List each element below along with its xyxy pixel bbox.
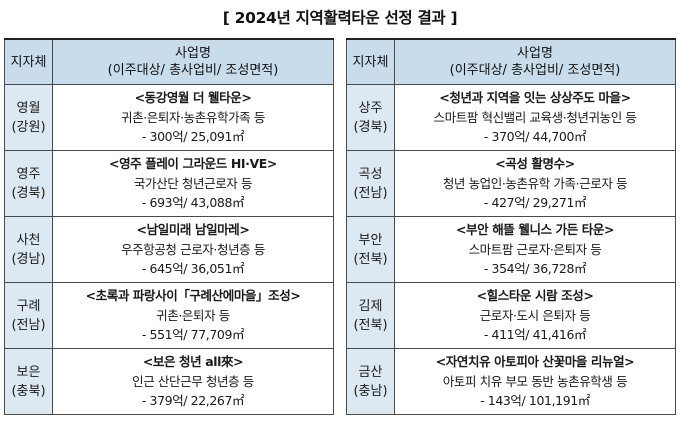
region-city: 김제 xyxy=(358,298,383,314)
region-city: 영월 xyxy=(16,100,41,116)
project-cell: <남일미래 남일마레> 우주항공청 근로자·청년층 등 - 645억/ 36,051… xyxy=(52,216,334,283)
region-province: (전북) xyxy=(353,251,388,267)
project-cell: <자연치유 아토피아 산꽃마을 리뉴얼> 아토피 치유 부모 동반 농촌유학생 등… xyxy=(394,348,676,415)
project-cell: <동강영월 더 웰타운> 귀촌·은퇴자·농촌유학가족 등 - 300억/ 25,09… xyxy=(52,84,334,151)
project-cost-area: - 370억/ 44,700㎡ xyxy=(483,129,587,145)
project-cell: <힐스타운 시람 조성> 근로자·도시 은퇴자 등 - 411억/ 41,416㎡ xyxy=(394,282,676,349)
region-city: 금산 xyxy=(358,364,383,380)
table-row: 금산 (충남) <자연치유 아토피아 산꽃마을 리뉴얼> 아토피 치유 부모 동반 농… xyxy=(346,348,676,415)
region-province: (강원) xyxy=(11,119,46,135)
table-row: 구례 (전남) <초록과 파랑사이「구례산에마을」조성> 귀촌·은퇴자 등 - 551억… xyxy=(4,282,334,349)
region-cell: 영월 (강원) xyxy=(4,84,53,151)
project-cost-area: - 143억/ 101,191㎡ xyxy=(480,393,590,409)
project-cell: <보은 청년 all來> 인근 산단근무 청년층 등 - 379억/ 22,267㎡ xyxy=(52,348,334,415)
page-title: [ 2024년 지역활력타운 선정 결과 ] xyxy=(222,9,458,27)
project-name: <초록과 파랑사이「구례산에마을」조성> xyxy=(85,288,301,304)
region-cell: 부안 (전북) xyxy=(346,216,395,283)
project-name: <곡성 활명수> xyxy=(495,156,575,172)
project-cost-area: - 427억/ 29,271㎡ xyxy=(483,195,587,211)
project-cell: <곡성 활명수> 청년 농업인·농촌유학 가족·근로자 등 - 427억/ 29,2… xyxy=(394,150,676,217)
table-header-row: 지자체 사업명 (이주대상/ 총사업비/ 조성면적) xyxy=(346,38,676,85)
project-name: <남일미래 남일마레> xyxy=(136,222,250,238)
table-row: 곡성 (전남) <곡성 활명수> 청년 농업인·농촌유학 가족·근로자 등 - 427억… xyxy=(346,150,676,217)
region-cell: 김제 (전북) xyxy=(346,282,395,349)
region-city: 부안 xyxy=(358,232,383,248)
project-target: 귀촌·은퇴자·농촌유학가족 등 xyxy=(121,109,265,125)
project-cost-area: - 645억/ 36,051㎡ xyxy=(141,261,245,277)
table-row: 보은 (충북) <보은 청년 all來> 인근 산단근무 청년층 등 - 379억/ 2… xyxy=(4,348,334,415)
table-row: 부안 (전북) <부안 해뜰 웰니스 가든 타운> 스마트팜 근로자·은퇴자 등 - 3… xyxy=(346,216,676,283)
project-cell: <초록과 파랑사이「구례산에마을」조성> 귀촌·은퇴자 등 - 551억/ 77,7… xyxy=(52,282,334,349)
region-city: 곡성 xyxy=(358,166,383,182)
project-target: 스마트팜 혁신밸리 교육생·청년귀농인 등 xyxy=(433,109,637,125)
project-name: <청년과 지역을 잇는 상상주도 마을> xyxy=(439,90,631,106)
region-province: (충북) xyxy=(11,383,46,399)
project-target: 우주항공청 근로자·청년층 등 xyxy=(121,241,265,257)
header-region: 지자체 xyxy=(4,38,53,85)
project-cell: <부안 해뜰 웰니스 가든 타운> 스마트팜 근로자·은퇴자 등 - 354억/ 3… xyxy=(394,216,676,283)
table-row: 영주 (경북) <영주 플레이 그라운드 HI·VE> 국가산단 청년근로자 등 - 6… xyxy=(4,150,334,217)
project-cost-area: - 379억/ 22,267㎡ xyxy=(141,393,245,409)
region-province: (경북) xyxy=(11,185,46,201)
project-target: 국가산단 청년근로자 등 xyxy=(133,175,253,191)
table-row: 김제 (전북) <힐스타운 시람 조성> 근로자·도시 은퇴자 등 - 411억/ 41… xyxy=(346,282,676,349)
table-row: 사천 (경남) <남일미래 남일마레> 우주항공청 근로자·청년층 등 - 645억/ … xyxy=(4,216,334,283)
table-row: 영월 (강원) <동강영월 더 웰타운> 귀촌·은퇴자·농촌유학가족 등 - 300억/… xyxy=(4,84,334,151)
project-name: <힐스타운 시람 조성> xyxy=(476,288,594,304)
project-target: 근로자·도시 은퇴자 등 xyxy=(479,307,591,323)
project-cell: <영주 플레이 그라운드 HI·VE> 국가산단 청년근로자 등 - 693억/ 4… xyxy=(52,150,334,217)
region-province: (전남) xyxy=(353,185,388,201)
project-target: 아토피 치유 부모 동반 농촌유학생 등 xyxy=(442,373,628,389)
table-header-row: 지자체 사업명 (이주대상/ 총사업비/ 조성면적) xyxy=(4,38,334,85)
header-project-subtitle: (이주대상/ 총사업비/ 조성면적) xyxy=(107,63,279,78)
project-target: 청년 농업인·농촌유학 가족·근로자 등 xyxy=(442,175,628,191)
region-city: 상주 xyxy=(358,100,383,116)
project-cost-area: - 693억/ 43,088㎡ xyxy=(141,195,245,211)
region-city: 보은 xyxy=(16,364,41,380)
region-province: (충남) xyxy=(353,383,388,399)
region-city: 영주 xyxy=(16,166,41,182)
project-target: 귀촌·은퇴자 등 xyxy=(156,307,230,323)
project-name: <보은 청년 all來> xyxy=(142,354,244,370)
project-cell: <청년과 지역을 잇는 상상주도 마을> 스마트팜 혁신밸리 교육생·청년귀농인 … xyxy=(394,84,676,151)
region-province: (경북) xyxy=(353,119,388,135)
region-cell: 금산 (충남) xyxy=(346,348,395,415)
project-cost-area: - 551억/ 77,709㎡ xyxy=(141,327,245,343)
region-cell: 보은 (충북) xyxy=(4,348,53,415)
project-name: <자연치유 아토피아 산꽃마을 리뉴얼> xyxy=(435,354,635,370)
header-project-title: 사업명 xyxy=(175,46,211,61)
project-target: 스마트팜 근로자·은퇴자 등 xyxy=(468,241,602,257)
project-target: 인근 산단근무 청년층 등 xyxy=(132,373,254,389)
header-project: 사업명 (이주대상/ 총사업비/ 조성면적) xyxy=(52,38,334,85)
project-name: <영주 플레이 그라운드 HI·VE> xyxy=(109,156,277,172)
header-project-title: 사업명 xyxy=(517,46,553,61)
project-cost-area: - 354억/ 36,728㎡ xyxy=(483,261,587,277)
region-cell: 곡성 (전남) xyxy=(346,150,395,217)
header-project-subtitle: (이주대상/ 총사업비/ 조성면적) xyxy=(449,63,621,78)
header-region: 지자체 xyxy=(346,38,395,85)
region-city: 구례 xyxy=(16,298,41,314)
region-cell: 구례 (전남) xyxy=(4,282,53,349)
project-cost-area: - 411억/ 41,416㎡ xyxy=(483,327,587,343)
project-name: <동강영월 더 웰타운> xyxy=(134,90,252,106)
results-table-right: 지자체 사업명 (이주대상/ 총사업비/ 조성면적) 상주 (경북) <청년과 지역… xyxy=(346,38,676,415)
region-cell: 사천 (경남) xyxy=(4,216,53,283)
project-cost-area: - 300억/ 25,091㎡ xyxy=(141,129,245,145)
region-cell: 상주 (경북) xyxy=(346,84,395,151)
project-name: <부안 해뜰 웰니스 가든 타운> xyxy=(455,222,615,238)
header-project: 사업명 (이주대상/ 총사업비/ 조성면적) xyxy=(394,38,676,85)
region-province: (경남) xyxy=(11,251,46,267)
region-cell: 영주 (경북) xyxy=(4,150,53,217)
results-table-left: 지자체 사업명 (이주대상/ 총사업비/ 조성면적) 영월 (강원) <동강영월 더… xyxy=(4,38,334,415)
region-city: 사천 xyxy=(16,232,41,248)
region-province: (전북) xyxy=(353,317,388,333)
region-province: (전남) xyxy=(11,317,46,333)
table-row: 상주 (경북) <청년과 지역을 잇는 상상주도 마을> 스마트팜 혁신밸리 교육생·… xyxy=(346,84,676,151)
